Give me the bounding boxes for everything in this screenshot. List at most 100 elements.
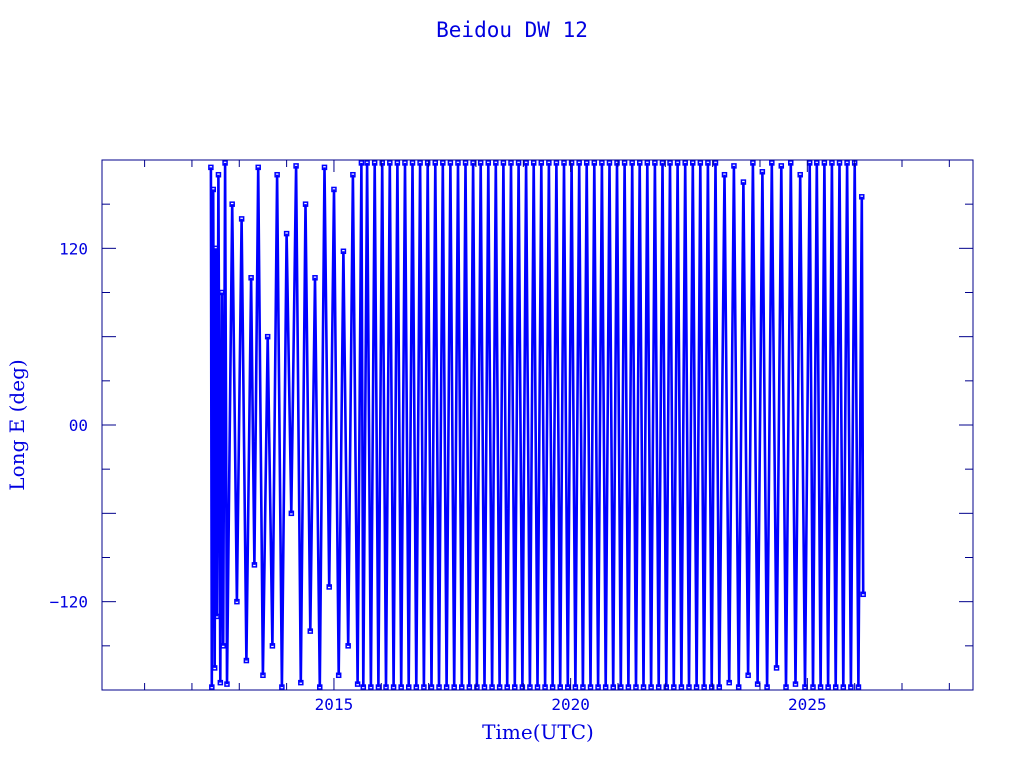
- data-point: [214, 613, 220, 620]
- data-point: [667, 160, 673, 166]
- data-point: [859, 194, 865, 200]
- data-point: [810, 684, 816, 690]
- data-point: [636, 160, 643, 166]
- data-point: [264, 333, 271, 340]
- data-point: [759, 169, 766, 175]
- data-point: [229, 201, 235, 207]
- data-point: [428, 684, 435, 690]
- data-point: [364, 160, 370, 166]
- data-point: [432, 160, 439, 166]
- data-point: [565, 684, 571, 690]
- data-point: [610, 684, 616, 690]
- data-point: [462, 160, 469, 166]
- data-point: [421, 684, 427, 690]
- data-point: [293, 163, 299, 169]
- data-point: [515, 160, 522, 166]
- data-point: [477, 160, 484, 166]
- data-point: [783, 684, 789, 690]
- data-point: [682, 160, 688, 166]
- data-point: [211, 665, 218, 671]
- data-point: [840, 684, 847, 690]
- y-tick-label: −120: [49, 593, 88, 612]
- data-point: [538, 160, 545, 166]
- data-point: [274, 171, 280, 178]
- data-point: [440, 160, 446, 166]
- data-point: [402, 160, 408, 166]
- data-point: [629, 160, 635, 166]
- data-point: [716, 684, 723, 690]
- data-point: [671, 684, 677, 690]
- data-point: [821, 160, 828, 166]
- data-point: [243, 657, 250, 664]
- data-point: [754, 681, 761, 687]
- data-point: [269, 643, 276, 649]
- data-point: [219, 289, 225, 296]
- data-point: [712, 160, 719, 166]
- data-point: [764, 684, 770, 690]
- data-point: [409, 160, 416, 166]
- data-point: [693, 684, 700, 690]
- data-point: [663, 684, 670, 690]
- data-point: [788, 160, 794, 166]
- data-point: [312, 275, 318, 281]
- x-tick-label: 2025: [788, 695, 827, 714]
- data-point: [735, 684, 742, 690]
- data-point: [697, 160, 704, 166]
- data-point: [527, 684, 533, 690]
- data-point: [773, 665, 780, 671]
- data-point: [350, 171, 356, 178]
- data-point: [576, 160, 582, 166]
- y-tick-labels: 120 00 −120: [49, 239, 88, 611]
- data-point: [792, 681, 799, 687]
- data-point: [817, 684, 824, 690]
- data-point: [345, 643, 351, 649]
- data-point: [398, 684, 404, 690]
- data-point: [568, 160, 575, 166]
- data-point: [496, 684, 503, 690]
- data-point: [542, 684, 548, 690]
- data-point: [750, 160, 756, 166]
- data-point: [595, 684, 601, 690]
- data-point: [640, 684, 647, 690]
- data-point: [481, 684, 488, 690]
- data-point: [769, 160, 775, 166]
- y-tick-label: 120: [59, 239, 88, 258]
- data-point: [690, 160, 696, 166]
- data-point: [825, 684, 831, 690]
- data-point: [860, 591, 866, 598]
- data-point: [829, 160, 835, 166]
- data-point: [708, 684, 715, 690]
- data-point: [222, 160, 228, 166]
- data-point: [255, 164, 261, 171]
- data-point: [321, 164, 328, 171]
- data-point: [500, 160, 507, 166]
- data-point: [354, 681, 361, 687]
- data-point: [251, 562, 258, 568]
- data-point: [371, 160, 378, 166]
- data-point: [234, 598, 240, 605]
- x-tick-label: 2015: [315, 695, 354, 714]
- data-point: [644, 160, 651, 166]
- data-point: [778, 163, 785, 169]
- data-point: [413, 684, 420, 690]
- data-point: [836, 160, 843, 166]
- x-tick-label: 2020: [551, 695, 590, 714]
- data-point: [360, 684, 367, 690]
- data-point: [394, 160, 401, 166]
- data-point: [602, 684, 609, 690]
- data-point: [368, 684, 374, 690]
- data-point: [512, 684, 518, 690]
- data-point: [210, 186, 216, 193]
- data-point: [580, 684, 586, 690]
- data-point: [572, 684, 579, 690]
- data-point: [553, 160, 560, 166]
- data-point: [655, 684, 662, 690]
- data-point: [307, 628, 314, 634]
- data-point: [443, 684, 450, 690]
- data-point: [209, 684, 215, 690]
- data-point: [405, 684, 412, 690]
- data-point: [335, 672, 342, 679]
- y-tick-label: 00: [69, 416, 88, 435]
- data-point: [678, 684, 685, 690]
